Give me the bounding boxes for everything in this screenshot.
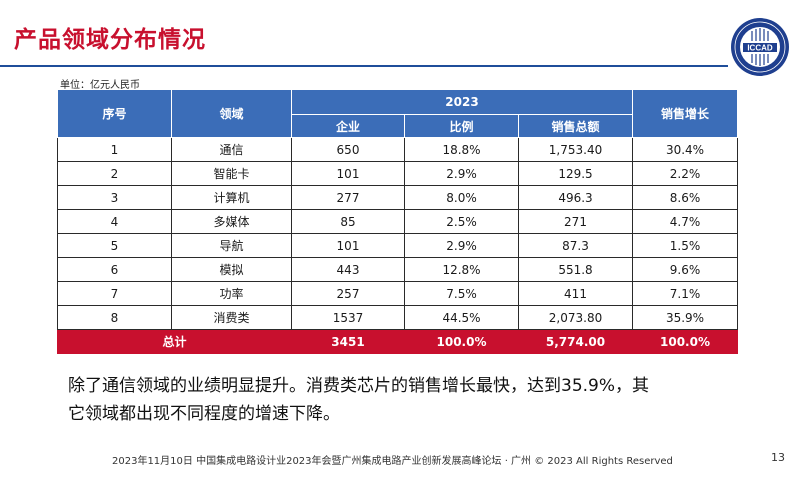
cell-growth: 7.1%: [632, 281, 738, 306]
total-growth: 100.0%: [632, 329, 738, 354]
header-growth: 销售增长: [632, 89, 738, 138]
cell-sales: 271: [518, 209, 633, 234]
cell-ratio: 2.9%: [404, 161, 519, 186]
table-row: 5 导航 101 2.9% 87.3 1.5%: [57, 233, 738, 258]
cell-ratio: 2.9%: [404, 233, 519, 258]
cell-companies: 85: [291, 209, 405, 234]
cell-no: 4: [57, 209, 172, 234]
cell-companies: 257: [291, 281, 405, 306]
cell-growth: 35.9%: [632, 305, 738, 330]
cell-companies: 650: [291, 137, 405, 162]
cell-field: 模拟: [171, 257, 292, 282]
cell-ratio: 8.0%: [404, 185, 519, 210]
header-ratio: 比例: [404, 114, 519, 138]
cell-field: 计算机: [171, 185, 292, 210]
cell-sales: 411: [518, 281, 633, 306]
cell-field: 消费类: [171, 305, 292, 330]
cell-companies: 443: [291, 257, 405, 282]
cell-growth: 8.6%: [632, 185, 738, 210]
footer-text: 2023年11月10日 中国集成电路设计业2023年会暨广州集成电路产业创新发展…: [112, 456, 673, 467]
header-year: 2023: [291, 89, 633, 115]
cell-growth: 1.5%: [632, 233, 738, 258]
cell-companies: 101: [291, 233, 405, 258]
cell-ratio: 12.8%: [404, 257, 519, 282]
cell-no: 6: [57, 257, 172, 282]
header-field: 领域: [171, 89, 292, 138]
total-companies: 3451: [291, 329, 405, 354]
table-row: 7 功率 257 7.5% 411 7.1%: [57, 281, 738, 306]
cell-companies: 1537: [291, 305, 405, 330]
total-ratio: 100.0%: [404, 329, 519, 354]
summary-line-2: 它领域都出现不同程度的增速下降。: [68, 404, 340, 424]
summary-line-1: 除了通信领域的业绩明显提升。消费类芯片的销售增长最快，达到35.9%，其: [68, 376, 650, 396]
cell-no: 1: [57, 137, 172, 162]
cell-companies: 101: [291, 161, 405, 186]
cell-sales: 129.5: [518, 161, 633, 186]
total-row: 总计 3451 100.0% 5,774.00 100.0%: [57, 329, 738, 354]
unit-note: 单位：亿元人民币: [60, 80, 140, 91]
cell-growth: 30.4%: [632, 137, 738, 162]
table-row: 8 消费类 1537 44.5% 2,073.80 35.9%: [57, 305, 738, 330]
title-divider: [0, 65, 728, 67]
table-row: 6 模拟 443 12.8% 551.8 9.6%: [57, 257, 738, 282]
page-title: 产品领域分布情况: [14, 27, 206, 53]
summary-text: 除了通信领域的业绩明显提升。消费类芯片的销售增长最快，达到35.9%，其 它领域…: [68, 372, 768, 428]
table-row: 4 多媒体 85 2.5% 271 4.7%: [57, 209, 738, 234]
table-row: 3 计算机 277 8.0% 496.3 8.6%: [57, 185, 738, 210]
cell-field: 多媒体: [171, 209, 292, 234]
cell-no: 3: [57, 185, 172, 210]
cell-sales: 87.3: [518, 233, 633, 258]
logo-text: ICCAD: [747, 44, 773, 53]
header-sales: 销售总额: [518, 114, 633, 138]
cell-growth: 9.6%: [632, 257, 738, 282]
table-row: 1 通信 650 18.8% 1,753.40 30.4%: [57, 137, 738, 162]
cell-ratio: 18.8%: [404, 137, 519, 162]
total-sales: 5,774.00: [518, 329, 633, 354]
cell-ratio: 7.5%: [404, 281, 519, 306]
iccad-logo: ICCAD: [731, 18, 789, 76]
cell-no: 8: [57, 305, 172, 330]
cell-no: 2: [57, 161, 172, 186]
cell-no: 7: [57, 281, 172, 306]
total-label: 总计: [57, 329, 292, 354]
cell-growth: 4.7%: [632, 209, 738, 234]
cell-ratio: 44.5%: [404, 305, 519, 330]
cell-sales: 1,753.40: [518, 137, 633, 162]
cell-field: 智能卡: [171, 161, 292, 186]
cell-growth: 2.2%: [632, 161, 738, 186]
header-companies: 企业: [291, 114, 405, 138]
product-field-table: 序号 领域 2023 销售增长 企业 比例 销售总额 1 通信 650 18.8…: [57, 89, 738, 354]
cell-field: 功率: [171, 281, 292, 306]
cell-sales: 2,073.80: [518, 305, 633, 330]
page-number: 13: [771, 451, 785, 464]
cell-ratio: 2.5%: [404, 209, 519, 234]
cell-sales: 496.3: [518, 185, 633, 210]
cell-companies: 277: [291, 185, 405, 210]
cell-sales: 551.8: [518, 257, 633, 282]
header-no: 序号: [57, 89, 172, 138]
cell-field: 通信: [171, 137, 292, 162]
table-row: 2 智能卡 101 2.9% 129.5 2.2%: [57, 161, 738, 186]
cell-field: 导航: [171, 233, 292, 258]
cell-no: 5: [57, 233, 172, 258]
